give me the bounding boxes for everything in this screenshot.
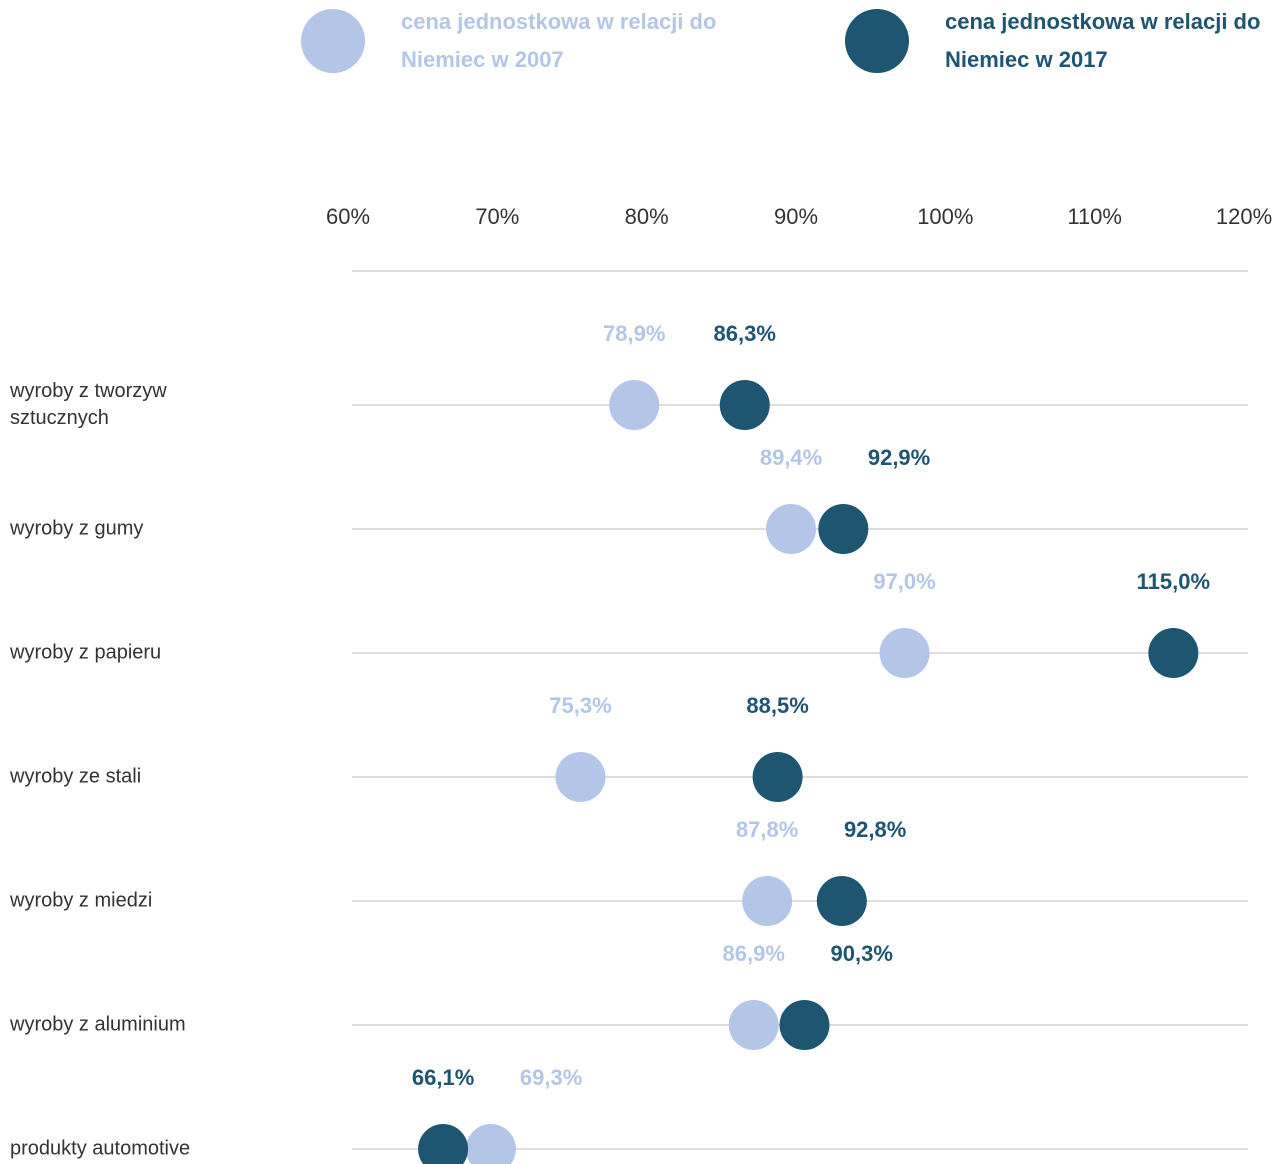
category-label: wyroby z gumy bbox=[10, 517, 144, 540]
x-tick-label: 90% bbox=[774, 204, 818, 229]
data-label: 86,3% bbox=[714, 321, 776, 346]
category-label: wyroby ze stali bbox=[10, 765, 142, 788]
data-label: 69,3% bbox=[520, 1065, 582, 1090]
x-tick-label: 70% bbox=[475, 204, 519, 229]
x-tick-label: 80% bbox=[625, 204, 669, 229]
dot bbox=[555, 752, 606, 802]
legend-label: cena jednostkowa w relacji do Niemiec w … bbox=[945, 9, 1261, 72]
legend-marker bbox=[301, 9, 365, 73]
data-label: 115,0% bbox=[1137, 569, 1210, 594]
category-label: wyroby z tworzyw sztucznych bbox=[10, 380, 167, 429]
category-label: wyroby z miedzi bbox=[10, 889, 153, 912]
dot bbox=[742, 876, 793, 926]
data-label: 75,3% bbox=[549, 693, 611, 718]
data-label: 88,5% bbox=[746, 693, 808, 718]
dot bbox=[728, 1000, 779, 1050]
data-label: 90,3% bbox=[831, 941, 893, 966]
dot bbox=[752, 752, 803, 802]
dot bbox=[465, 1124, 516, 1164]
category-label: wyroby z papieru bbox=[10, 641, 162, 664]
data-label: 78,9% bbox=[603, 321, 665, 346]
dot bbox=[818, 504, 869, 554]
data-label: 97,0% bbox=[873, 569, 935, 594]
x-tick-label: 60% bbox=[326, 204, 370, 229]
data-label: 92,8% bbox=[844, 817, 906, 842]
legend-marker bbox=[845, 9, 909, 73]
dot bbox=[1148, 628, 1199, 678]
data-label: 92,9% bbox=[868, 445, 930, 470]
legend-label: cena jednostkowa w relacji do Niemiec w … bbox=[401, 9, 717, 72]
data-label: 87,8% bbox=[736, 817, 798, 842]
data-label: 89,4% bbox=[760, 445, 822, 470]
x-tick-label: 120% bbox=[1216, 204, 1272, 229]
dot bbox=[779, 1000, 830, 1050]
data-label: 86,9% bbox=[723, 941, 785, 966]
data-label: 66,1% bbox=[412, 1065, 474, 1090]
category-label: wyroby z aluminium bbox=[10, 1013, 186, 1036]
dot bbox=[418, 1124, 469, 1164]
x-tick-label: 110% bbox=[1067, 204, 1122, 229]
dot bbox=[816, 876, 867, 926]
dot bbox=[609, 380, 660, 430]
category-label: produkty automotive bbox=[10, 1137, 191, 1160]
dot bbox=[766, 504, 817, 554]
x-tick-label: 100% bbox=[917, 204, 973, 229]
dot bbox=[879, 628, 930, 678]
dot bbox=[719, 380, 770, 430]
